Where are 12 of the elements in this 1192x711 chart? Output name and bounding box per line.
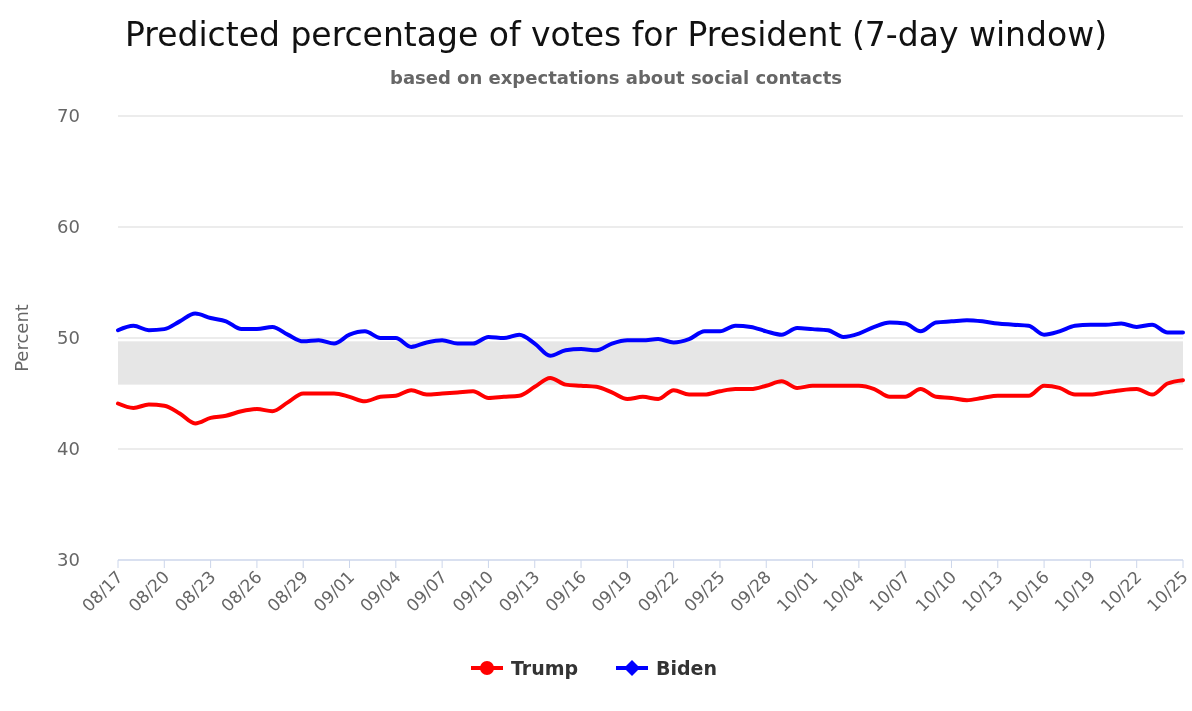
y-tick-label: 60 <box>57 216 80 237</box>
line-series <box>116 311 1185 358</box>
chart-title: Predicted percentage of votes for President (7-day window) <box>124 15 1108 54</box>
chart-subtitle: based on expectations about social contacts <box>390 67 842 88</box>
line-series <box>116 375 1185 426</box>
legend-label: Biden <box>656 657 718 679</box>
legend-label: Trump <box>511 657 579 679</box>
y-axis-title: Percent <box>11 304 32 372</box>
y-tick-label: 70 <box>57 105 80 126</box>
y-tick-label: 50 <box>57 327 80 348</box>
y-tick-label: 30 <box>57 549 80 570</box>
y-tick-label: 40 <box>57 438 80 459</box>
